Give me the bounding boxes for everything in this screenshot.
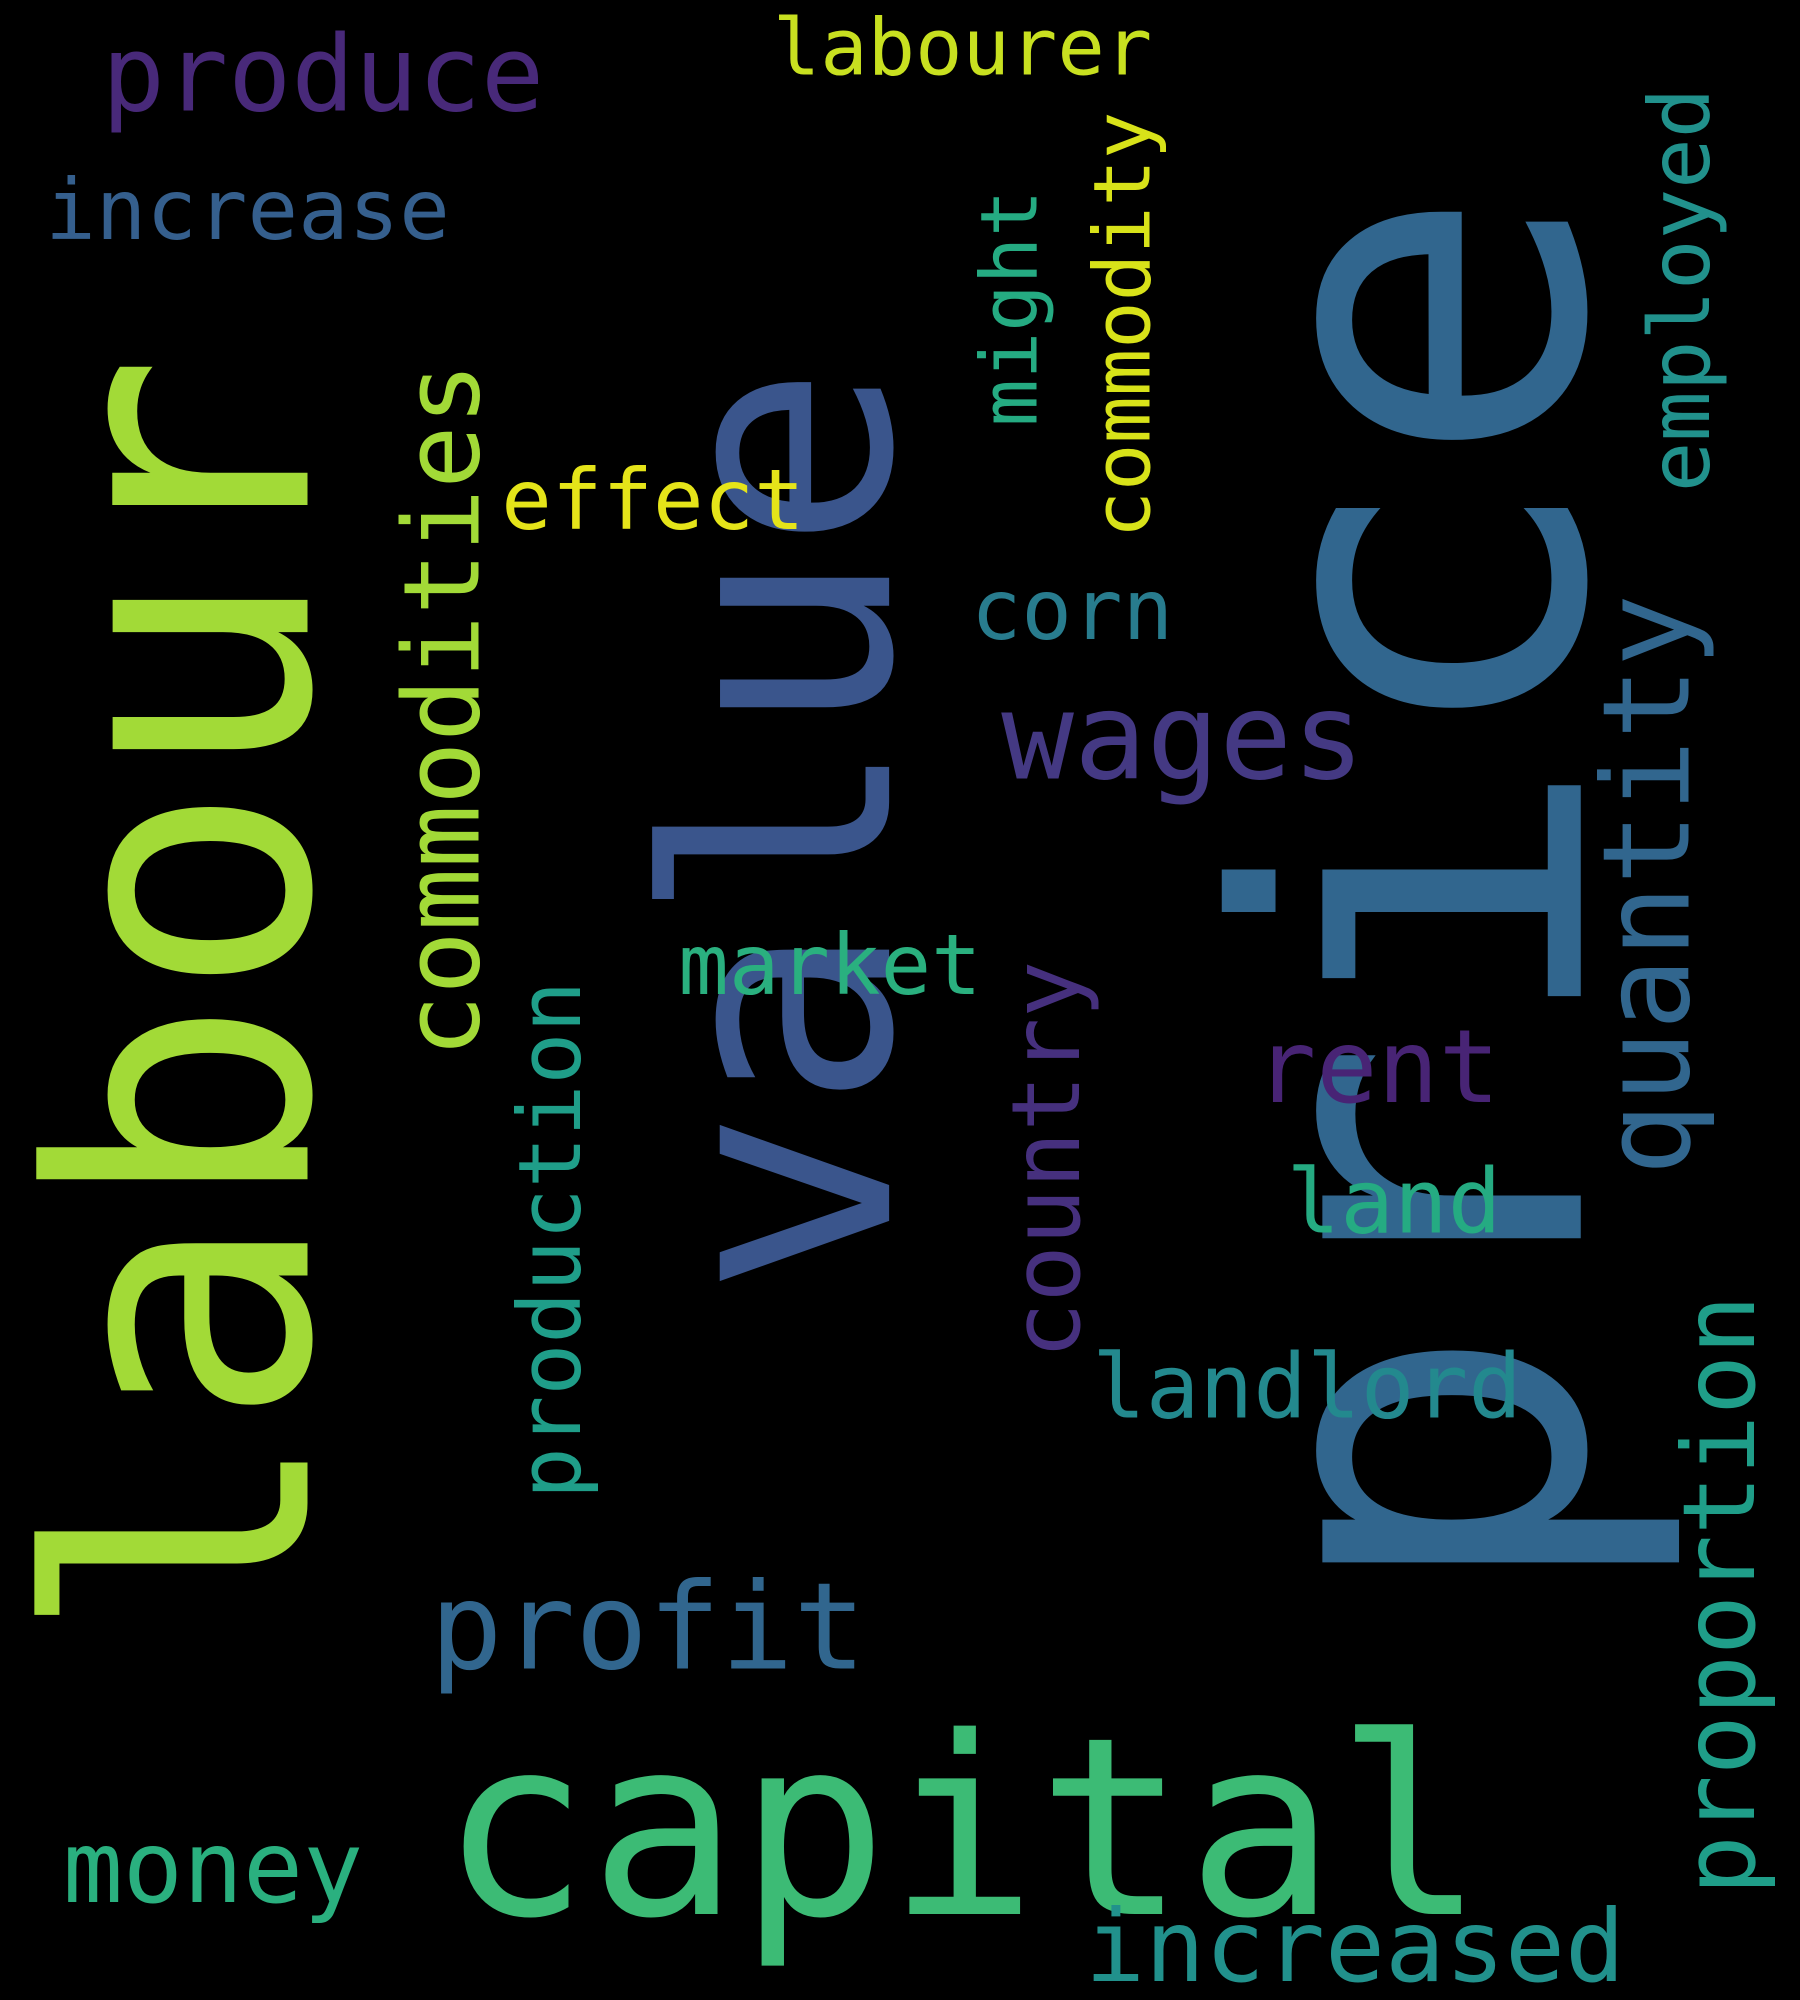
word-proportion: proportion <box>1660 1294 1778 1896</box>
word-landlord: landlord <box>1092 1334 1522 1439</box>
word-profit: profit <box>429 1557 867 1698</box>
word-labour: labour <box>0 352 393 1643</box>
word-capital: capital <box>440 1685 1485 1974</box>
word-employed: employed <box>1631 87 1729 493</box>
word-labourer: labourer <box>772 1 1153 94</box>
word-rent: rent <box>1255 1007 1500 1126</box>
word-commodity: commodity <box>1076 111 1169 539</box>
word-increased: increased <box>1085 1888 1625 2000</box>
word-corn: corn <box>970 561 1174 659</box>
word-increase: increase <box>45 161 450 259</box>
word-wages: wages <box>1001 667 1365 808</box>
word-money: money <box>62 1808 364 1926</box>
word-effect: effect <box>501 451 805 549</box>
word-land: land <box>1286 1149 1502 1254</box>
word-might: might <box>963 189 1056 427</box>
word-country: country <box>991 960 1102 1360</box>
word-production: production <box>500 980 601 1500</box>
word-commodities: commodities <box>381 362 504 1058</box>
word-produce: produce <box>101 13 545 136</box>
word-quantity: quantity <box>1577 594 1718 1176</box>
word-market: market <box>678 916 982 1014</box>
